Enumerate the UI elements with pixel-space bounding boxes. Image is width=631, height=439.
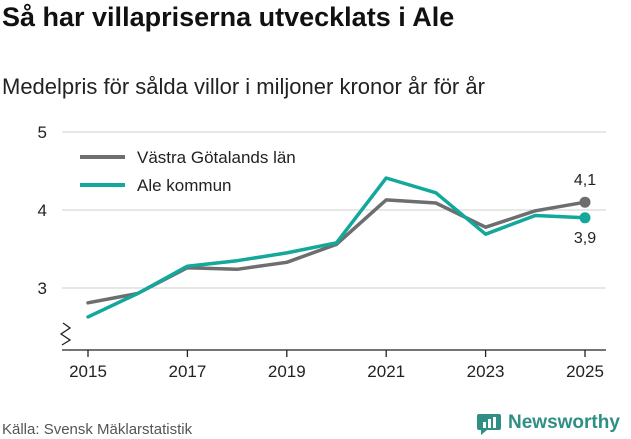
end-data-label: 4,1 xyxy=(574,172,596,189)
x-tick-label: 2023 xyxy=(467,362,505,381)
brand-name: Newsworthy xyxy=(508,412,620,433)
y-tick-label: 5 xyxy=(38,123,47,142)
x-tick-label: 2019 xyxy=(268,362,306,381)
chart-title: Så har villapriserna utvecklats i Ale xyxy=(2,2,455,32)
series-line-1 xyxy=(86,176,587,319)
axes: 3 4 5 2015 2017 2019 2021 2023 2025 xyxy=(38,123,606,381)
end-data-label: 3,9 xyxy=(574,230,596,247)
legend-label: Västra Götalands län xyxy=(137,148,296,167)
series-lines xyxy=(86,176,591,319)
x-tick-label: 2025 xyxy=(566,362,604,381)
chart-subtitle: Medelpris för sålda villor i miljoner kr… xyxy=(2,74,485,99)
series-end-marker-0 xyxy=(579,196,591,208)
source-note: Källa: Svensk Mäklarstatistik xyxy=(2,421,193,438)
y-tick-label: 4 xyxy=(38,201,47,220)
brand-logo: Newsworthy xyxy=(476,410,620,436)
series-line-0 xyxy=(86,198,587,305)
series-end-marker-1 xyxy=(579,212,591,224)
axis-break-icon xyxy=(59,322,72,346)
x-tick-label: 2021 xyxy=(367,362,405,381)
newsworthy-logo-icon xyxy=(477,414,501,435)
y-tick-label: 3 xyxy=(38,279,47,298)
data-labels: 4,1 3,9 xyxy=(574,172,596,247)
legend: Västra Götalands län Ale kommun xyxy=(80,148,296,195)
x-tick-label: 2017 xyxy=(168,362,206,381)
legend-label: Ale kommun xyxy=(137,176,231,195)
x-tick-label: 2015 xyxy=(69,362,107,381)
gridlines xyxy=(62,131,606,289)
